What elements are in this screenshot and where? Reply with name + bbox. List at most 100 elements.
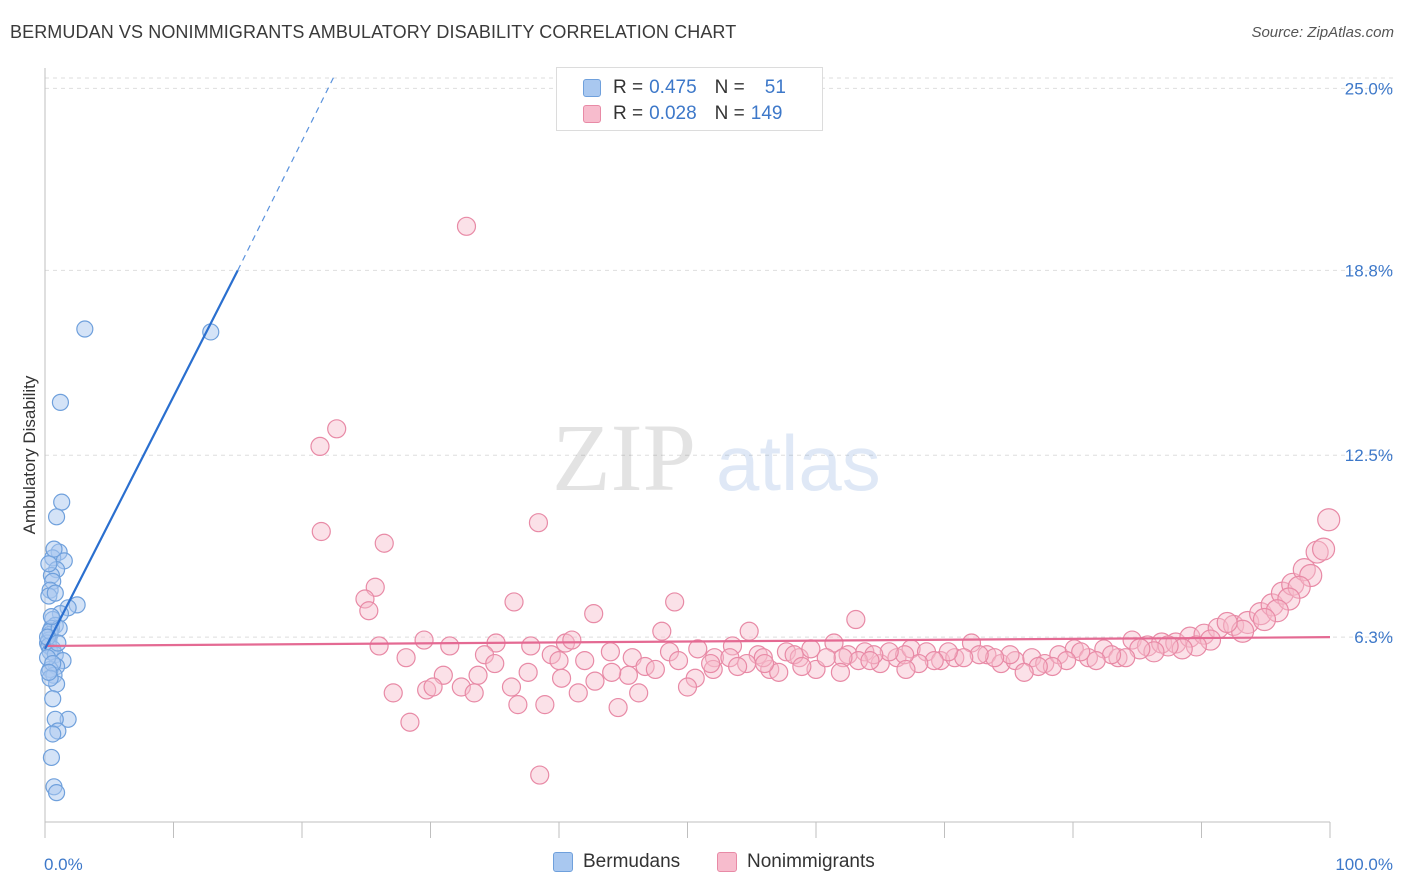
nonimmigrants-point bbox=[1056, 651, 1077, 671]
nonimmigrants-point bbox=[1185, 635, 1207, 657]
legend-swatch-nonimmigrants bbox=[717, 852, 737, 872]
nonimmigrants-point bbox=[359, 601, 379, 621]
nonimmigrants-point bbox=[1317, 508, 1341, 532]
legend-n-label: N = bbox=[714, 103, 745, 124]
bermudans-point bbox=[42, 607, 61, 626]
nonimmigrants-point bbox=[1078, 648, 1099, 668]
series-legend: Bermudans Nonimmigrants bbox=[0, 851, 1406, 877]
nonimmigrants-point bbox=[739, 621, 759, 641]
legend-r-value: 0.028 bbox=[649, 103, 697, 124]
nonimmigrants-point bbox=[423, 677, 443, 697]
bermudans-point bbox=[40, 663, 58, 681]
nonimmigrants-point bbox=[833, 648, 853, 668]
nonimmigrants-point bbox=[1305, 540, 1329, 564]
nonimmigrants-point bbox=[665, 592, 685, 612]
legend-row-bermudans: R = 0.475 N = 51 bbox=[583, 76, 786, 100]
nonimmigrants-point bbox=[1311, 537, 1336, 561]
bermudans-point bbox=[40, 555, 58, 573]
nonimmigrants-point bbox=[1000, 645, 1020, 665]
watermark-zip: ZIP bbox=[552, 404, 696, 511]
legend-item-nonimmigrants[interactable]: Nonimmigrants bbox=[717, 851, 875, 873]
nonimmigrants-point bbox=[1287, 575, 1311, 599]
nonimmigrants-point bbox=[1086, 651, 1106, 671]
nonimmigrants-point bbox=[618, 665, 638, 685]
nonimmigrants-point bbox=[383, 683, 403, 703]
nonimmigrants-point bbox=[310, 436, 330, 457]
nonimmigrants-point bbox=[374, 533, 394, 553]
legend-row-nonimmigrants: R = 0.028 N = 149 bbox=[583, 102, 782, 126]
bermudans-points bbox=[38, 320, 220, 802]
bermudans-point bbox=[44, 725, 62, 743]
nonimmigrants-point bbox=[860, 651, 880, 671]
legend-n-value: 51 bbox=[764, 77, 786, 98]
legend-r-value: 0.475 bbox=[649, 77, 697, 98]
legend-r-label: R = bbox=[613, 77, 644, 98]
nonimmigrants-point bbox=[575, 651, 595, 671]
legend-label-nonimmigrants: Nonimmigrants bbox=[747, 851, 875, 872]
bermudans-point bbox=[53, 493, 71, 511]
nonimmigrants-point bbox=[1116, 648, 1136, 668]
nonimmigrants-point bbox=[895, 645, 915, 665]
grid-lines bbox=[45, 77, 1395, 638]
nonimmigrants-point bbox=[677, 677, 698, 697]
nonimmigrants-point bbox=[1216, 611, 1238, 634]
bermudans-point bbox=[47, 508, 66, 526]
chart-title: BERMUDAN VS NONIMMIGRANTS AMBULATORY DIS… bbox=[10, 22, 737, 42]
nonimmigrants-point bbox=[464, 683, 484, 703]
nonimmigrants-point bbox=[830, 662, 851, 682]
bermudans-point bbox=[76, 320, 94, 338]
legend-n-value: 149 bbox=[750, 103, 783, 124]
legend-swatch-bermudans bbox=[583, 79, 601, 97]
nonimmigrants-point bbox=[508, 695, 528, 715]
axes bbox=[44, 68, 1331, 838]
nonimmigrants-point bbox=[1122, 630, 1142, 650]
nonimmigrants-point bbox=[879, 642, 899, 662]
nonimmigrants-point bbox=[562, 630, 582, 650]
nonimmigrants-point bbox=[1014, 662, 1034, 682]
x-tick-label: 0.0% bbox=[44, 855, 83, 874]
x-tick-label: 100.0% bbox=[1335, 855, 1393, 874]
x-tick-labels: 0.0% 100.0% bbox=[44, 855, 1393, 874]
nonimmigrants-point bbox=[504, 592, 524, 612]
legend-label-bermudans: Bermudans bbox=[583, 851, 681, 872]
nonimmigrants-point bbox=[652, 621, 672, 641]
nonimmigrants-point bbox=[600, 642, 621, 662]
nonimmigrants-point bbox=[521, 636, 541, 656]
nonimmigrants-point bbox=[530, 765, 550, 785]
legend-r-label: R = bbox=[613, 103, 644, 124]
nonimmigrants-point bbox=[753, 648, 773, 668]
nonimmigrants-point bbox=[528, 513, 549, 533]
nonimmigrants-point bbox=[985, 648, 1005, 668]
nonimmigrants-point bbox=[1265, 599, 1289, 623]
nonimmigrants-point bbox=[355, 589, 375, 609]
nonimmigrants-point bbox=[468, 665, 488, 685]
nonimmigrants-point bbox=[769, 662, 789, 682]
nonimmigrants-point bbox=[568, 683, 588, 703]
nonimmigrants-point bbox=[608, 697, 628, 718]
nonimmigrants-point bbox=[501, 677, 522, 697]
watermark-atlas: atlas bbox=[716, 419, 881, 507]
y-tick-labels: 6.3% 12.5% 18.8% 25.0% bbox=[1345, 79, 1393, 647]
nonimmigrants-points bbox=[310, 216, 1341, 785]
nonimmigrants-point bbox=[1094, 639, 1114, 659]
nonimmigrants-point bbox=[1193, 623, 1215, 645]
legend-item-bermudans[interactable]: Bermudans bbox=[553, 851, 680, 873]
nonimmigrants-point bbox=[701, 653, 721, 674]
nonimmigrants-point bbox=[440, 636, 460, 656]
nonimmigrants-point bbox=[801, 639, 821, 659]
bermudans-point bbox=[42, 748, 61, 767]
nonimmigrants-point bbox=[1157, 635, 1179, 657]
nonimmigrants-point bbox=[816, 648, 836, 668]
bermudans-point bbox=[51, 393, 70, 411]
nonimmigrants-point bbox=[327, 419, 347, 439]
nonimmigrants-point bbox=[1143, 641, 1165, 663]
nonimmigrants-point bbox=[977, 645, 997, 665]
y-tick-label: 18.8% bbox=[1345, 261, 1393, 280]
bermudans-trend-extension bbox=[237, 73, 336, 271]
y-tick-label: 6.3% bbox=[1354, 628, 1393, 647]
nonimmigrants-point bbox=[846, 609, 866, 630]
nonimmigrants-point bbox=[848, 651, 869, 671]
watermark: ZIP atlas bbox=[552, 404, 881, 511]
trend-lines bbox=[44, 73, 1331, 650]
